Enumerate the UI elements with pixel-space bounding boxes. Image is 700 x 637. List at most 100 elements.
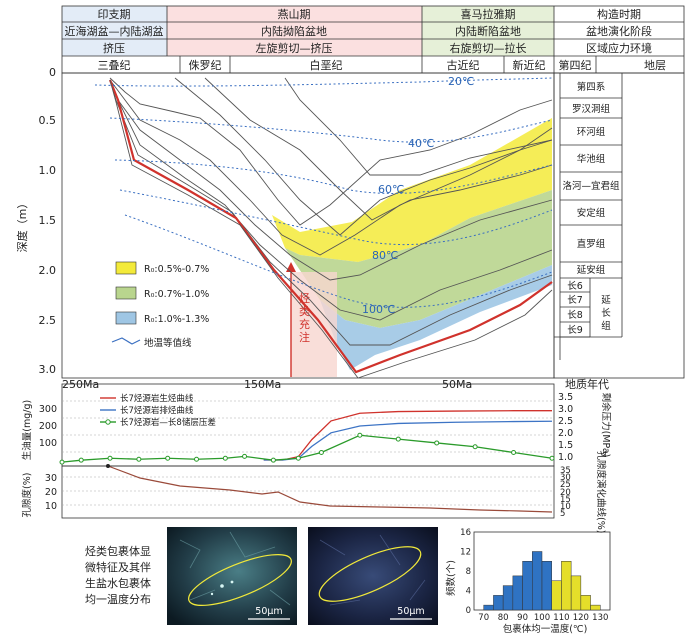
burial-y-axis: 0 0.5 1.0 1.5 2.0 2.5 3.0 深度（m）: [15, 66, 56, 376]
hist-xtick-70: 70: [478, 613, 489, 623]
era-quaternary: 第四纪: [559, 58, 592, 72]
xtick-250: 250Ma: [62, 378, 99, 391]
pressure-tick-2.0: 2.0: [558, 428, 573, 439]
poro-rtick-10: 10: [560, 502, 571, 512]
poro-tick-30: 30: [45, 473, 57, 484]
hist-xtick-120: 120: [573, 613, 589, 623]
stratum-zhiluo: 直罗组: [577, 238, 606, 250]
hist-bar-7: [551, 580, 562, 611]
hist-bar-1: [493, 595, 504, 611]
bottom-panel: 烃类包裹体显 微特征及其伴 生盐水包裹体 均一温度分布 50μm: [85, 527, 611, 635]
burial-curve-chang7: [108, 79, 553, 374]
pressure-point-6: [222, 455, 228, 461]
xtick-50: 50Ma: [442, 378, 472, 391]
poro-tick-10: 10: [45, 501, 57, 512]
ro-zone-2: [285, 190, 552, 328]
ytick-0.5: 0.5: [39, 114, 57, 127]
porosity-start-point: [106, 464, 110, 468]
hist-xtick-90: 90: [517, 613, 528, 623]
pressure-point-0: [59, 459, 65, 465]
label-strata: 地层: [644, 59, 666, 72]
hist-xtick-130: 130: [592, 613, 608, 623]
pressure-point-9: [295, 455, 301, 461]
isotherms: [94, 77, 553, 308]
yanchang-group-2: 长: [601, 307, 611, 319]
pressure-point-12: [395, 436, 401, 442]
poro-rtick-30: 30: [560, 473, 571, 483]
isotherm-20: [94, 77, 553, 87]
era-neogene: 新近纪: [513, 58, 546, 72]
inclusion-dot-3: [210, 592, 214, 596]
pressure-point-4: [165, 455, 171, 461]
stratum-anding: 安定组: [577, 207, 606, 219]
poro-rtick-5: 5: [560, 509, 565, 519]
isotherm-label-20: 20℃: [448, 75, 474, 88]
ytick-2.5: 2.5: [39, 314, 57, 327]
inclusion-outline-1: [188, 554, 292, 606]
ytick-0: 0: [49, 66, 56, 79]
pressure-tick-3.5: 3.5: [558, 392, 573, 403]
pressure-point-10: [318, 450, 324, 456]
burial-curve-4: [109, 79, 553, 321]
micrograph-transmitted: [308, 527, 438, 625]
yanchang-group-1: 延: [601, 294, 611, 306]
hist-bar-8: [561, 561, 572, 611]
hist-ytick-4: 4: [466, 587, 471, 597]
micrograph-fluorescence: [167, 527, 297, 625]
member-chang8: 长8: [567, 309, 583, 321]
pressure-point-15: [511, 450, 517, 456]
burial-curve-8: [204, 77, 553, 221]
burial-curves: [108, 77, 553, 379]
poro-tick-20: 20: [45, 487, 57, 498]
gen-legend-2: 长7烃源岩排烃曲线: [120, 405, 194, 416]
era-paleogene: 古近纪: [447, 59, 480, 72]
burial-curve-9: [284, 77, 553, 176]
header-bg-yanshan: [167, 6, 422, 56]
legend-swatch-isotherm: [111, 337, 141, 345]
hist-bar-6: [541, 561, 552, 611]
legend-ro1: R₀:0.5%-0.7%: [144, 264, 209, 275]
hist-xtick-100: 100: [534, 613, 550, 623]
stratum-quaternary: 第四系: [577, 81, 606, 93]
scale-label-1: 50μm: [255, 606, 282, 617]
ro-zone-3: [320, 265, 552, 370]
pressure-point-16: [549, 455, 555, 461]
hist-xtick-110: 110: [553, 613, 569, 623]
gen-tick-300: 300: [39, 404, 57, 415]
hist-bar-3: [512, 575, 523, 611]
legend-ro2: R₀:0.7%-1.0%: [144, 289, 209, 300]
xtick-150: 150Ma: [244, 378, 281, 391]
basin-ximalaya: 内陆断陷盆地: [455, 24, 521, 38]
burial-curve-6: [109, 79, 553, 379]
burial-legend: R₀:0.5%-0.7% R₀:0.7%-1.0% R₀:1.0%-1.3% 地…: [111, 261, 209, 349]
pressure-point-7: [242, 453, 248, 459]
ytick-1.5: 1.5: [39, 214, 57, 227]
gen-tick-200: 200: [39, 421, 57, 432]
basin-yanshan: 内陆拗陷盆地: [261, 24, 327, 38]
pressure-tick-1.0: 1.0: [558, 452, 573, 463]
period-yanshan: 燕山期: [278, 8, 311, 21]
burial-curve-3: [109, 79, 553, 281]
burial-curve-5: [109, 79, 553, 346]
pressure-point-8: [270, 457, 276, 463]
stratum-huanhe: 环河组: [577, 126, 606, 138]
pressure-tick-1.5: 1.5: [558, 440, 573, 451]
legend-isotherm: 地温等值线: [144, 337, 192, 349]
poro-ylabel-right: 孔隙度演化曲线(%): [595, 451, 607, 534]
header-bg-yinzhi: [62, 6, 167, 56]
gen-legend-1: 长7烃源岩生烃曲线: [120, 393, 194, 404]
porosity-chart: 30 20 10 孔隙度(%) 35 30 25 20 15 10 5 孔隙度演…: [21, 451, 607, 534]
xtick-age-label: 地质年代: [565, 377, 609, 391]
hist-bar-0: [483, 604, 494, 611]
hist-bar-9: [570, 575, 582, 611]
scale-label-2: 50μm: [397, 606, 424, 617]
porosity-curve: [107, 465, 553, 513]
hist-xlabel: 包裹体均一温度(℃): [503, 623, 588, 635]
period-ximalaya: 喜马拉雅期: [461, 7, 516, 21]
member-chang6: 长6: [567, 280, 583, 292]
inclusion-dot-2: [230, 580, 234, 584]
hist-xtick-80: 80: [498, 613, 509, 623]
caption-line-1: 烃类包裹体显: [85, 544, 151, 558]
burial-curve-2: [109, 79, 553, 256]
